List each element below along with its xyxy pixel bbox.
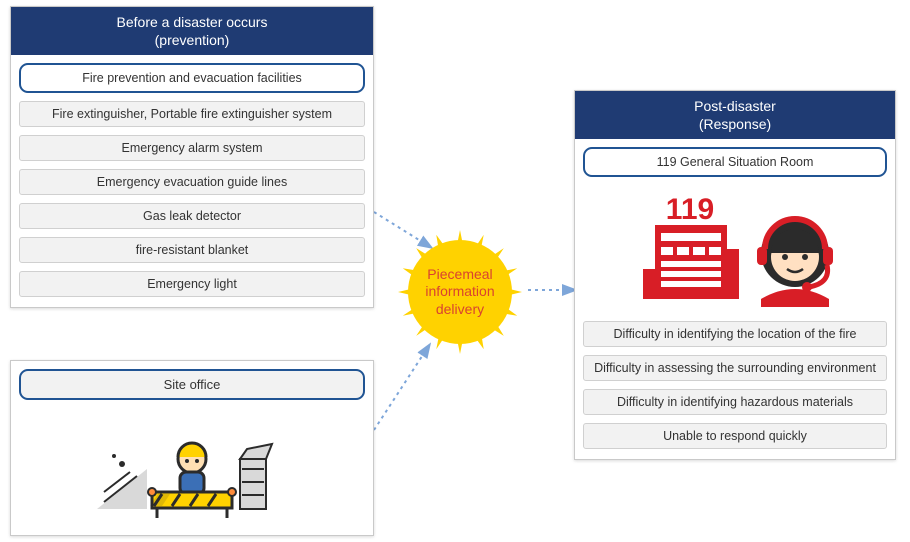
response-title-1: Post-disaster (579, 97, 891, 115)
response-body: 119 General Situation Room 119 (575, 139, 895, 459)
response-item: Difficulty in identifying the location o… (583, 321, 887, 347)
prevention-highlight: Fire prevention and evacuation facilitie… (19, 63, 365, 93)
response-header: Post-disaster (Response) (575, 91, 895, 139)
prevention-header: Before a disaster occurs (prevention) (11, 7, 373, 55)
prevention-item: Gas leak detector (19, 203, 365, 229)
response-item: Unable to respond quickly (583, 423, 887, 449)
prevention-body: Fire prevention and evacuation facilitie… (11, 55, 373, 307)
prevention-item: Emergency evacuation guide lines (19, 169, 365, 195)
prevention-item: Emergency alarm system (19, 135, 365, 161)
response-title-2: (Response) (579, 115, 891, 133)
prevention-item: Fire extinguisher, Portable fire extingu… (19, 101, 365, 127)
site-title: Site office (19, 369, 365, 400)
emergency-graphic: 119 (583, 185, 887, 321)
prevention-title-1: Before a disaster occurs (15, 13, 369, 31)
response-highlight: 119 General Situation Room (583, 147, 887, 177)
prevention-item: Emergency light (19, 271, 365, 297)
prevention-title-2: (prevention) (15, 31, 369, 49)
construction-icon (11, 408, 373, 534)
prevention-panel: Before a disaster occurs (prevention) Fi… (10, 6, 374, 308)
response-item: Difficulty in assessing the surrounding … (583, 355, 887, 381)
starburst: Piecemeal information delivery (390, 222, 530, 362)
response-item: Difficulty in identifying hazardous mate… (583, 389, 887, 415)
site-panel: Site office (10, 360, 374, 536)
starburst-label: Piecemeal information delivery (390, 222, 530, 362)
response-panel: Post-disaster (Response) 119 General Sit… (574, 90, 896, 460)
prevention-item: fire-resistant blanket (19, 237, 365, 263)
badge-number: 119 (666, 193, 714, 226)
